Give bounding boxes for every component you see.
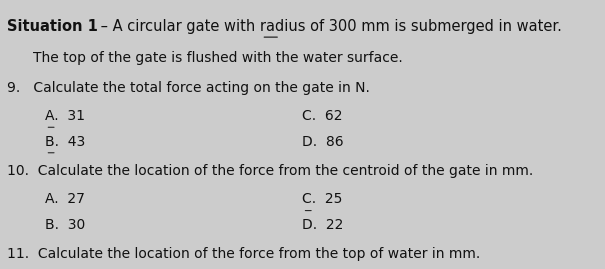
Text: C.  62: C. 62 <box>302 109 343 123</box>
Text: 11.  Calculate the location of the force from the top of water in mm.: 11. Calculate the location of the force … <box>7 247 480 261</box>
Text: C.  25: C. 25 <box>302 192 343 206</box>
Text: A.  31: A. 31 <box>45 109 85 123</box>
Text: B.  43: B. 43 <box>45 134 86 148</box>
Text: 10.  Calculate the location of the force from the centroid of the gate in mm.: 10. Calculate the location of the force … <box>7 164 534 178</box>
Text: 9.   Calculate the total force acting on the gate in N.: 9. Calculate the total force acting on t… <box>7 81 370 95</box>
Text: Situation 1: Situation 1 <box>7 19 98 34</box>
Text: The top of the gate is flushed with the water surface.: The top of the gate is flushed with the … <box>33 51 403 65</box>
Text: – A circular gate with radius of 300 mm is submerged in water.: – A circular gate with radius of 300 mm … <box>96 19 562 34</box>
Text: D.  86: D. 86 <box>302 134 344 148</box>
Text: A.  27: A. 27 <box>45 192 85 206</box>
Text: D.  22: D. 22 <box>302 218 344 232</box>
Text: B.  30: B. 30 <box>45 218 86 232</box>
